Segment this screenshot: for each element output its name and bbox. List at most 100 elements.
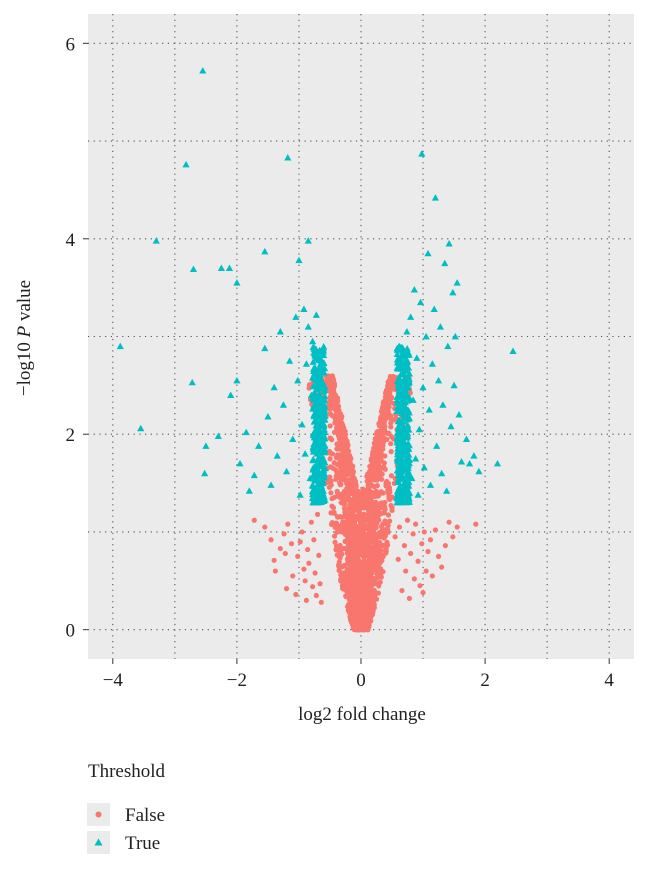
point-false <box>349 472 355 478</box>
point-true <box>398 467 406 475</box>
point-false <box>327 411 333 417</box>
point-false <box>366 519 372 525</box>
point-true <box>315 351 324 359</box>
point-false <box>277 545 283 552</box>
y-tick-label: 4 <box>66 230 76 251</box>
point-false <box>341 501 347 507</box>
point-true <box>313 422 321 430</box>
point-false <box>293 591 299 598</box>
point-false <box>385 512 392 518</box>
point-false <box>356 624 362 630</box>
point-true <box>449 288 457 296</box>
point-true <box>264 413 272 420</box>
point-false <box>297 539 303 545</box>
point-false <box>367 539 373 545</box>
y-tick-label: 6 <box>66 34 76 55</box>
point-false <box>361 600 368 607</box>
x-tick-label: 2 <box>480 670 490 691</box>
point-false <box>380 542 386 548</box>
point-false <box>372 592 378 598</box>
point-true <box>319 438 327 445</box>
point-true <box>396 345 404 353</box>
point-false <box>347 460 353 466</box>
point-true <box>398 492 406 499</box>
point-false <box>328 385 335 392</box>
y-axis-title: −log10 P value <box>14 280 35 396</box>
point-true <box>320 466 328 473</box>
point-true <box>465 459 474 467</box>
point-false <box>358 535 364 541</box>
point-false <box>337 514 343 520</box>
point-false <box>343 506 349 512</box>
point-true <box>396 385 404 393</box>
point-false <box>388 449 394 455</box>
point-false <box>442 543 448 549</box>
point-true <box>399 432 408 440</box>
point-false <box>446 519 452 525</box>
point-false <box>384 521 390 527</box>
point-true <box>401 374 409 381</box>
point-false <box>326 484 332 490</box>
point-false <box>432 527 439 533</box>
point-true <box>292 313 300 320</box>
point-false <box>410 531 416 537</box>
point-false <box>383 397 389 403</box>
point-true <box>296 491 304 498</box>
point-true <box>416 298 425 306</box>
point-false <box>360 582 366 588</box>
point-false <box>367 482 373 488</box>
point-false <box>364 570 371 576</box>
point-true <box>314 443 323 451</box>
point-false <box>362 591 368 597</box>
point-true <box>475 467 483 475</box>
point-false <box>423 568 429 574</box>
point-false <box>338 466 344 472</box>
point-true <box>152 237 160 244</box>
point-false <box>360 562 366 569</box>
point-false <box>376 551 382 558</box>
point-false <box>375 540 381 546</box>
point-true <box>439 401 447 408</box>
point-false <box>327 423 333 429</box>
point-false <box>380 411 386 417</box>
point-false <box>382 466 388 472</box>
point-false <box>343 491 349 497</box>
point-true <box>311 433 319 441</box>
point-false <box>411 576 417 582</box>
point-true <box>320 497 328 504</box>
point-false <box>372 465 378 471</box>
point-false <box>359 587 365 593</box>
point-false <box>382 390 389 396</box>
point-false <box>359 501 365 508</box>
point-false <box>354 494 360 500</box>
point-true <box>321 392 329 400</box>
point-false <box>388 473 394 479</box>
point-true <box>394 490 402 497</box>
point-false <box>336 567 342 574</box>
point-false <box>356 558 362 564</box>
point-true <box>320 420 328 427</box>
point-false <box>288 541 295 547</box>
point-false <box>352 578 358 584</box>
point-false <box>395 556 401 562</box>
point-false <box>473 521 479 527</box>
point-false <box>354 514 360 520</box>
point-true <box>202 442 210 449</box>
point-true <box>424 249 432 257</box>
series-false-points <box>251 373 479 633</box>
point-false <box>299 529 305 535</box>
point-false <box>378 566 384 572</box>
point-false <box>348 561 355 567</box>
point-false <box>311 537 317 543</box>
point-false <box>425 548 431 555</box>
point-false <box>368 583 374 589</box>
point-false <box>369 566 375 572</box>
point-true <box>398 370 407 377</box>
point-true <box>273 452 281 459</box>
point-false <box>331 533 338 539</box>
point-true <box>434 376 443 384</box>
point-true <box>317 396 325 403</box>
point-true <box>320 343 328 350</box>
point-true <box>310 440 318 447</box>
